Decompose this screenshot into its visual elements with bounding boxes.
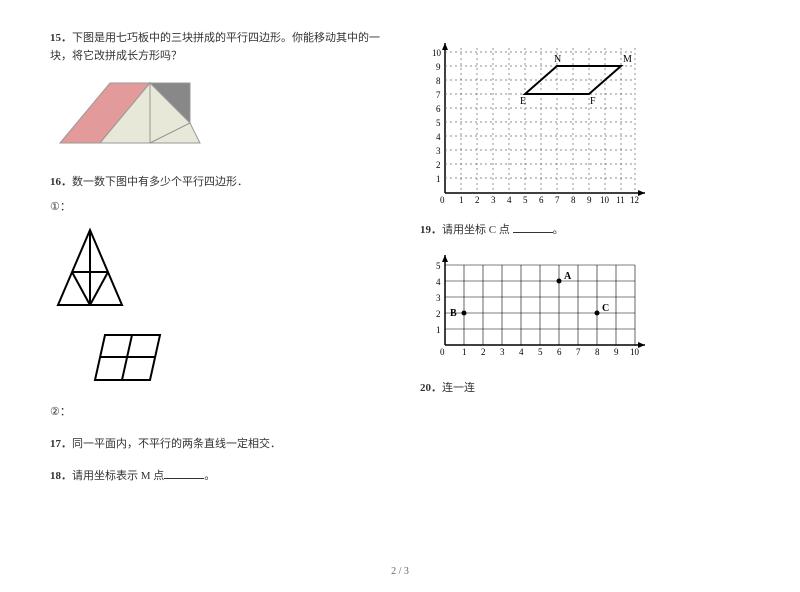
svg-text:5: 5	[436, 261, 441, 271]
svg-text:10: 10	[630, 347, 640, 357]
q16-sub2: ②：	[50, 404, 380, 422]
svg-text:5: 5	[538, 347, 543, 357]
right-column: E F N M 109876543210 123456789101112 19．…	[420, 30, 750, 500]
svg-text:0: 0	[440, 195, 445, 205]
question-18: 18．请用坐标表示 M 点 。	[50, 467, 380, 486]
q19-num: 19．	[420, 224, 442, 236]
q15-num: 15．	[50, 32, 72, 44]
svg-text:A: A	[564, 271, 572, 282]
svg-text:6: 6	[436, 104, 441, 114]
q17-text: 同一平面内，不平行的两条直线一定相交．	[72, 438, 281, 450]
q18-figure: E F N M 109876543210 123456789101112	[420, 38, 750, 211]
q20-num: 20．	[420, 382, 442, 394]
svg-text:9: 9	[614, 347, 619, 357]
svg-text:6: 6	[557, 347, 562, 357]
svg-text:3: 3	[436, 293, 441, 303]
svg-text:4: 4	[507, 195, 512, 205]
svg-text:8: 8	[436, 76, 441, 86]
svg-text:1: 1	[436, 325, 441, 335]
svg-text:10: 10	[432, 48, 442, 58]
svg-text:2: 2	[481, 347, 486, 357]
q16-sub1: ①：	[50, 199, 380, 217]
svg-text:N: N	[554, 54, 561, 65]
svg-text:7: 7	[576, 347, 581, 357]
svg-text:3: 3	[436, 146, 441, 156]
question-19: 19．请用坐标 C 点 。 A B C 543210 12345678910	[420, 221, 750, 366]
q16-figure-a	[50, 225, 380, 322]
svg-text:M: M	[623, 54, 632, 65]
question-16: 16．数一数下图中有多少个平行四边形． ①： ②：	[50, 174, 380, 422]
svg-text:1: 1	[436, 174, 441, 184]
svg-text:5: 5	[436, 118, 441, 128]
svg-text:9: 9	[436, 62, 441, 72]
q16-figure-b	[90, 330, 380, 397]
svg-text:4: 4	[436, 132, 441, 142]
q18-blank[interactable]	[164, 467, 204, 479]
q19-text-post: 。	[553, 224, 564, 236]
q19-figure: A B C 543210 12345678910	[420, 250, 750, 367]
q18-text-pre: 请用坐标表示 M 点	[72, 470, 164, 482]
question-15: 15．下图是用七巧板中的三块拼成的平行四边形。你能移动其中的一块，将它改拼成长方…	[50, 30, 380, 160]
svg-text:7: 7	[555, 195, 560, 205]
svg-text:3: 3	[500, 347, 505, 357]
svg-text:2: 2	[436, 160, 441, 170]
svg-text:B: B	[450, 308, 457, 319]
q15-figure	[50, 73, 380, 160]
q19-blank[interactable]	[513, 221, 553, 233]
left-column: 15．下图是用七巧板中的三块拼成的平行四边形。你能移动其中的一块，将它改拼成长方…	[50, 30, 380, 500]
q19-text-pre: 请用坐标 C 点	[442, 224, 510, 236]
q16-text: 数一数下图中有多少个平行四边形．	[72, 176, 248, 188]
q17-num: 17．	[50, 438, 72, 450]
svg-text:1: 1	[459, 195, 464, 205]
svg-text:2: 2	[436, 309, 441, 319]
svg-text:9: 9	[587, 195, 592, 205]
question-20: 20．连一连	[420, 380, 750, 398]
svg-text:12: 12	[630, 195, 639, 205]
q15-text: 下图是用七巧板中的三块拼成的平行四边形。你能移动其中的一块，将它改拼成长方形吗？	[50, 32, 380, 62]
q18-text-post: 。	[204, 470, 215, 482]
svg-text:C: C	[602, 303, 609, 314]
page-number: 2 / 3	[0, 566, 800, 577]
q20-text: 连一连	[442, 382, 475, 394]
svg-text:8: 8	[595, 347, 600, 357]
q16-num: 16．	[50, 176, 72, 188]
svg-text:11: 11	[616, 195, 625, 205]
svg-text:F: F	[590, 96, 596, 107]
svg-text:10: 10	[600, 195, 610, 205]
svg-text:2: 2	[475, 195, 480, 205]
svg-text:1: 1	[462, 347, 467, 357]
q18-num: 18．	[50, 470, 72, 482]
svg-text:0: 0	[440, 347, 445, 357]
svg-text:4: 4	[436, 277, 441, 287]
svg-text:8: 8	[571, 195, 576, 205]
svg-text:7: 7	[436, 90, 441, 100]
svg-text:3: 3	[491, 195, 496, 205]
svg-text:6: 6	[539, 195, 544, 205]
svg-text:5: 5	[523, 195, 528, 205]
question-17: 17．同一平面内，不平行的两条直线一定相交．	[50, 436, 380, 454]
svg-text:4: 4	[519, 347, 524, 357]
svg-text:E: E	[520, 96, 526, 107]
